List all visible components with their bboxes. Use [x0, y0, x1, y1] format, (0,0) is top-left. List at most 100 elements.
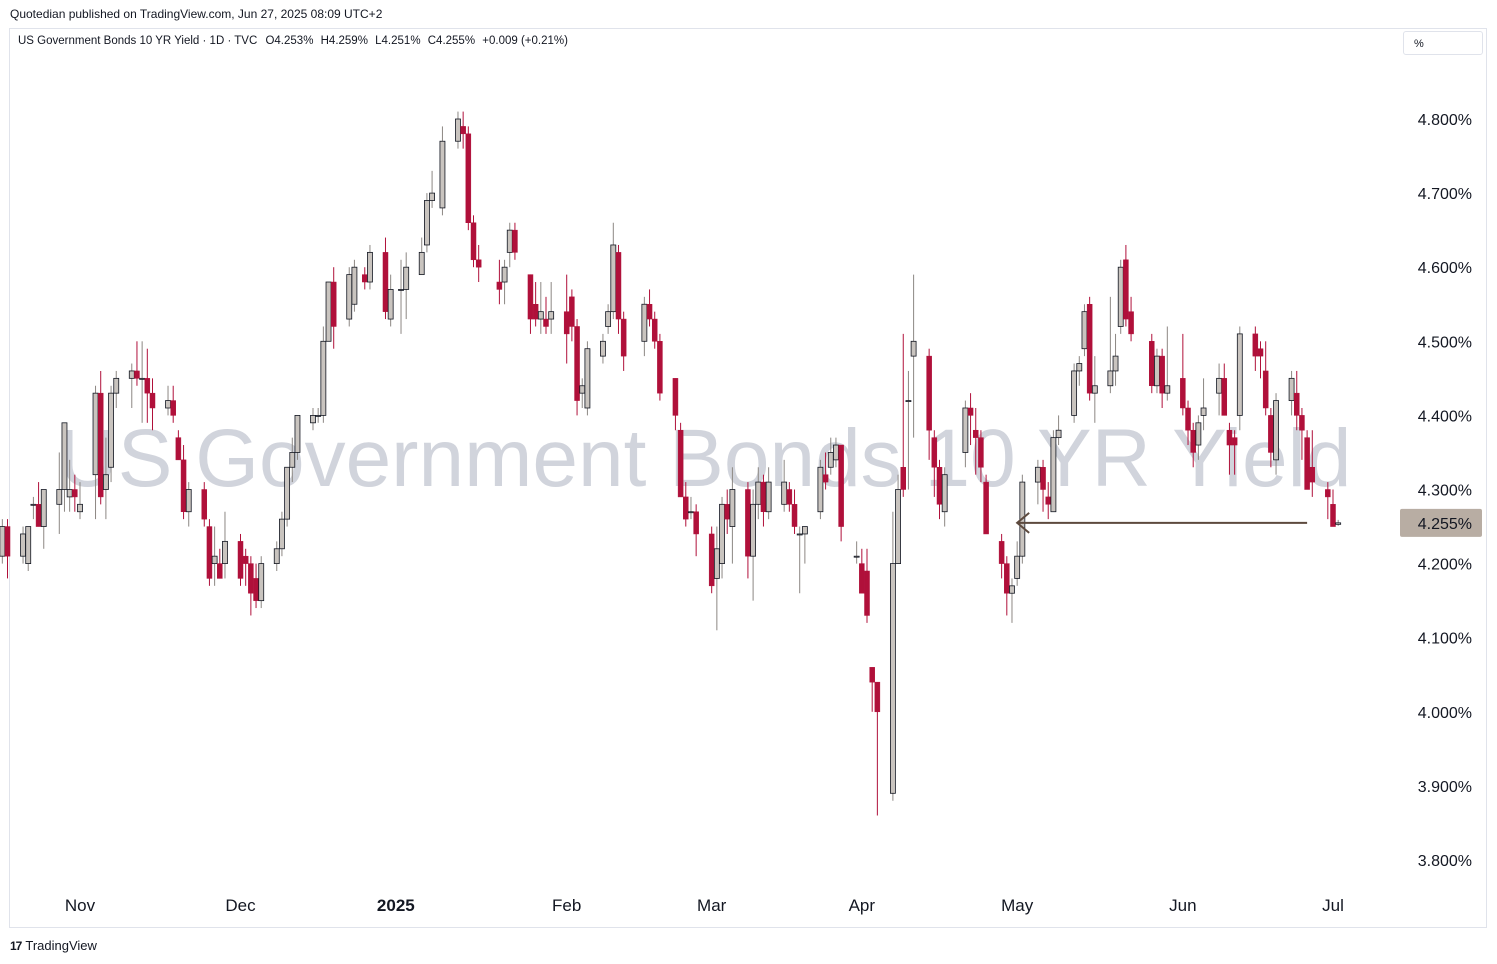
candle-body-down — [1325, 489, 1331, 498]
candle — [1076, 356, 1083, 386]
candle — [403, 252, 410, 320]
candle — [1055, 415, 1062, 446]
candle-body-up — [827, 452, 834, 468]
candle — [641, 296, 648, 357]
candle — [620, 311, 627, 371]
candle — [273, 541, 280, 572]
candle-body-up — [941, 474, 948, 513]
y-tick-label: 4.600% — [1418, 260, 1472, 277]
candle — [765, 467, 772, 520]
candle-body-up — [501, 266, 508, 283]
candle-body-down — [512, 229, 518, 253]
candle-body-up — [258, 563, 265, 602]
candle-body-down — [470, 222, 477, 261]
candle — [900, 333, 907, 497]
candle — [1294, 370, 1300, 431]
candle-body-down — [998, 541, 1005, 564]
candle-body-down — [330, 281, 337, 327]
candle-body-down — [838, 444, 844, 527]
candle-body-down — [563, 311, 570, 335]
price-scale-unit-selector[interactable]: % — [1403, 31, 1483, 55]
candle — [387, 274, 394, 327]
candle — [615, 244, 622, 334]
time-axis[interactable]: Nov Dec 2025 Feb Mar Apr May Jun Jul — [65, 896, 1344, 915]
candle — [569, 289, 575, 342]
candle — [4, 519, 11, 579]
candle-body-up — [315, 414, 322, 417]
candle-body-up — [833, 444, 839, 461]
candle-body-up — [1107, 370, 1114, 387]
candle — [1014, 541, 1021, 586]
candle-body-up — [346, 274, 353, 320]
candle-body-up — [1273, 400, 1279, 461]
candle — [1273, 393, 1279, 475]
candle — [61, 422, 68, 512]
candle-body-up — [424, 200, 430, 246]
candle — [910, 274, 917, 438]
candle-body-up — [429, 192, 435, 201]
candle — [936, 459, 943, 520]
candle-body-up — [889, 563, 896, 794]
candle — [1086, 296, 1093, 401]
candle — [889, 511, 896, 801]
candle — [869, 667, 875, 712]
candle-body-up — [1081, 311, 1088, 350]
candle-body-down — [460, 126, 466, 135]
candle — [97, 370, 104, 505]
candle — [237, 533, 244, 586]
candle-body-down — [724, 504, 730, 520]
candle-body-up — [1117, 266, 1124, 327]
candle — [279, 511, 285, 557]
series-legend: US Government Bonds 10 YR Yield · 1D · T… — [18, 35, 568, 47]
candle-body-down — [693, 511, 699, 535]
candle-body-up — [455, 118, 461, 142]
candle — [527, 274, 534, 334]
candle-body-up — [128, 370, 135, 379]
candle-body-up — [113, 377, 120, 394]
candle-body-up — [1034, 466, 1041, 483]
candle — [1117, 259, 1124, 334]
candle-body-up — [77, 503, 83, 513]
candle-body-up — [30, 503, 37, 506]
candle-body-up — [387, 289, 394, 320]
tradingview-logo[interactable]: 17 TradingView — [10, 938, 97, 953]
candle-body-up — [750, 503, 756, 557]
candle — [325, 281, 332, 342]
candle-body-down — [708, 533, 715, 587]
candle-body-down — [527, 274, 534, 320]
candle-body-down — [1180, 378, 1186, 409]
candle-body-up — [284, 466, 291, 520]
candle — [1040, 459, 1046, 512]
candle-body-down — [1045, 496, 1051, 505]
candle — [128, 363, 135, 408]
candle — [719, 496, 725, 579]
candle-body-up — [765, 481, 772, 513]
price-axis[interactable]: 4.800% 4.700% 4.600% 4.500% 4.400% 4.300% 4.20… — [1418, 112, 1472, 870]
candle — [418, 237, 425, 276]
candles-layer — [0, 111, 1342, 816]
candle — [1216, 363, 1222, 416]
candle-body-up — [1200, 407, 1207, 416]
candle-body-down — [1185, 407, 1191, 431]
candle-body-up — [688, 511, 694, 514]
candle-body-up — [962, 407, 969, 453]
candle — [222, 511, 228, 579]
candle-body-up — [641, 303, 648, 342]
candle-body-down — [496, 281, 503, 290]
candle — [672, 378, 679, 431]
candle — [822, 452, 829, 490]
x-tick-label: Feb — [552, 896, 581, 915]
candle-body-up — [165, 400, 171, 409]
candle — [651, 311, 658, 349]
candle-body-up — [108, 392, 114, 468]
candle — [248, 556, 254, 616]
candle — [35, 482, 42, 527]
candle-body-up — [801, 526, 808, 535]
candle — [506, 222, 513, 268]
candle-body-down — [532, 304, 539, 320]
candle — [465, 126, 472, 231]
candle — [537, 282, 544, 334]
x-tick-label: Mar — [697, 896, 727, 915]
x-tick-label: Nov — [65, 896, 96, 915]
